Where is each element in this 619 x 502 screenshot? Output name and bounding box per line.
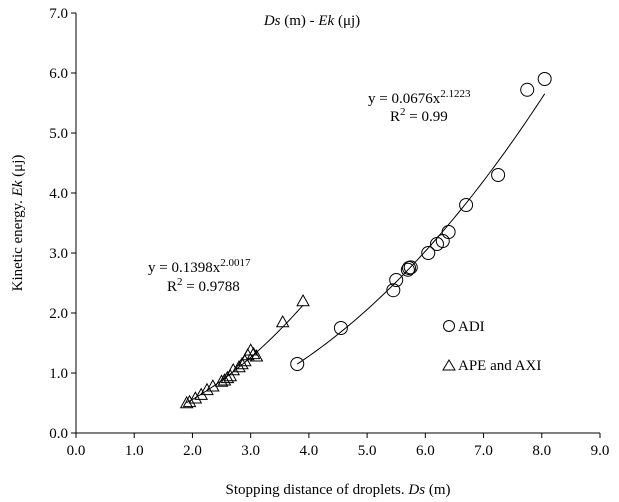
chart-title-unit2: (μj)	[334, 13, 360, 29]
data-point-triangle	[223, 368, 238, 382]
data-point-circle	[290, 357, 305, 371]
data-point-circle	[537, 72, 552, 86]
data-point-circle	[441, 225, 456, 239]
y-tick-label: 4.0	[49, 186, 68, 202]
x-axis-label-var: Ds	[407, 482, 425, 498]
equation-adi-exponent: 2.1223	[440, 88, 471, 100]
y-tick-label: 7.0	[49, 6, 68, 22]
data-point-circle	[491, 168, 506, 182]
y-axis-label-unit: (μj)	[10, 155, 26, 181]
y-ticks: 0.0 1.0 2.0 3.0 4.0 5.0 6.0 7.0	[49, 6, 76, 442]
data-point-triangle	[182, 394, 197, 408]
x-tick-label: 8.0	[532, 443, 551, 459]
data-point-circle	[421, 246, 436, 260]
data-point-circle	[333, 321, 348, 335]
y-tick-label: 0.0	[49, 426, 68, 442]
data-point-triangle	[249, 349, 264, 362]
data-point-triangle	[237, 353, 252, 367]
chart-title-var2: Ek	[317, 13, 334, 29]
x-tick-label: 0.0	[67, 443, 86, 459]
data-points	[179, 72, 552, 409]
x-axis-label-text: Stopping distance of droplets.	[226, 482, 409, 498]
data-point-circle	[459, 198, 474, 212]
x-tick-label: 4.0	[300, 443, 319, 459]
equation-ape-axi-exponent: 2.0017	[220, 257, 251, 269]
fit-curve-adi	[296, 93, 546, 365]
data-point-circle	[400, 262, 415, 277]
equation-adi: y = 0.0676x2.1223	[368, 88, 471, 107]
legend-label-ape-axi: APE and AXI	[458, 358, 541, 374]
x-tick-label: 9.0	[591, 443, 610, 459]
data-point-circle	[389, 273, 404, 287]
x-ticks: 0.0 1.0 2.0 3.0 4.0 5.0 6.0 7.0 8.0 9.0	[67, 433, 610, 459]
y-axis-label-var: Ek	[10, 180, 26, 197]
data-point-triangle	[200, 382, 214, 396]
y-tick-label: 3.0	[49, 246, 68, 262]
y-tick-label: 5.0	[49, 126, 68, 142]
data-point-triangle	[232, 359, 246, 373]
chart-title-unit1: (m) -	[280, 13, 318, 29]
r2-ape-axi-label: R	[167, 279, 177, 295]
data-point-circle	[386, 283, 401, 298]
y-axis-label: Kinetic energy. Ek (μj)	[10, 155, 26, 292]
r2-adi-label: R	[390, 109, 400, 125]
x-axis-label: Stopping distance of droplets. Ds (m)	[226, 482, 451, 498]
data-point-circle	[520, 82, 535, 97]
data-point-triangle	[226, 362, 241, 376]
y-tick-label: 2.0	[49, 306, 68, 322]
data-point-triangle	[220, 370, 235, 384]
equation-ape-axi: y = 0.1398x2.0017	[148, 257, 251, 276]
x-axis-label-unit: (m)	[425, 482, 450, 498]
data-point-triangle	[217, 373, 232, 386]
data-point-triangle	[243, 343, 258, 356]
r2-adi-value: = 0.99	[406, 109, 448, 125]
legend-label-adi: ADI	[458, 319, 485, 335]
legend-circle-marker	[443, 320, 455, 332]
x-tick-label: 6.0	[416, 443, 435, 459]
x-tick-label: 2.0	[183, 443, 202, 459]
data-point-triangle	[194, 387, 209, 400]
x-tick-label: 7.0	[474, 443, 493, 459]
data-point-triangle	[275, 314, 290, 328]
fit-curves	[186, 93, 546, 404]
data-point-triangle	[246, 346, 261, 360]
legend-triangle-marker	[442, 359, 456, 371]
data-point-circle	[403, 260, 418, 275]
legend: ADI APE and AXI	[442, 319, 541, 374]
r2-ape-axi-value: = 0.9788	[183, 279, 240, 295]
x-tick-label: 1.0	[125, 443, 144, 459]
y-axis-label-text: Kinetic energy.	[10, 196, 26, 291]
equation-adi-text: y = 0.0676x	[368, 91, 441, 107]
data-point-triangle	[188, 391, 203, 404]
x-tick-label: 5.0	[358, 443, 377, 459]
chart-title-var1: Ds	[263, 13, 281, 29]
equation-ape-axi-text: y = 0.1398x	[148, 260, 221, 276]
data-point-triangle	[235, 356, 249, 370]
data-point-triangle	[296, 293, 310, 307]
r2-adi: R2 = 0.99	[390, 106, 448, 125]
chart-title: Ds (m) - Ek (μj)	[263, 13, 360, 29]
r2-ape-axi: R2 = 0.9788	[167, 276, 240, 295]
y-tick-label: 1.0	[49, 366, 68, 382]
y-tick-label: 6.0	[49, 66, 68, 82]
x-tick-label: 3.0	[241, 443, 260, 459]
